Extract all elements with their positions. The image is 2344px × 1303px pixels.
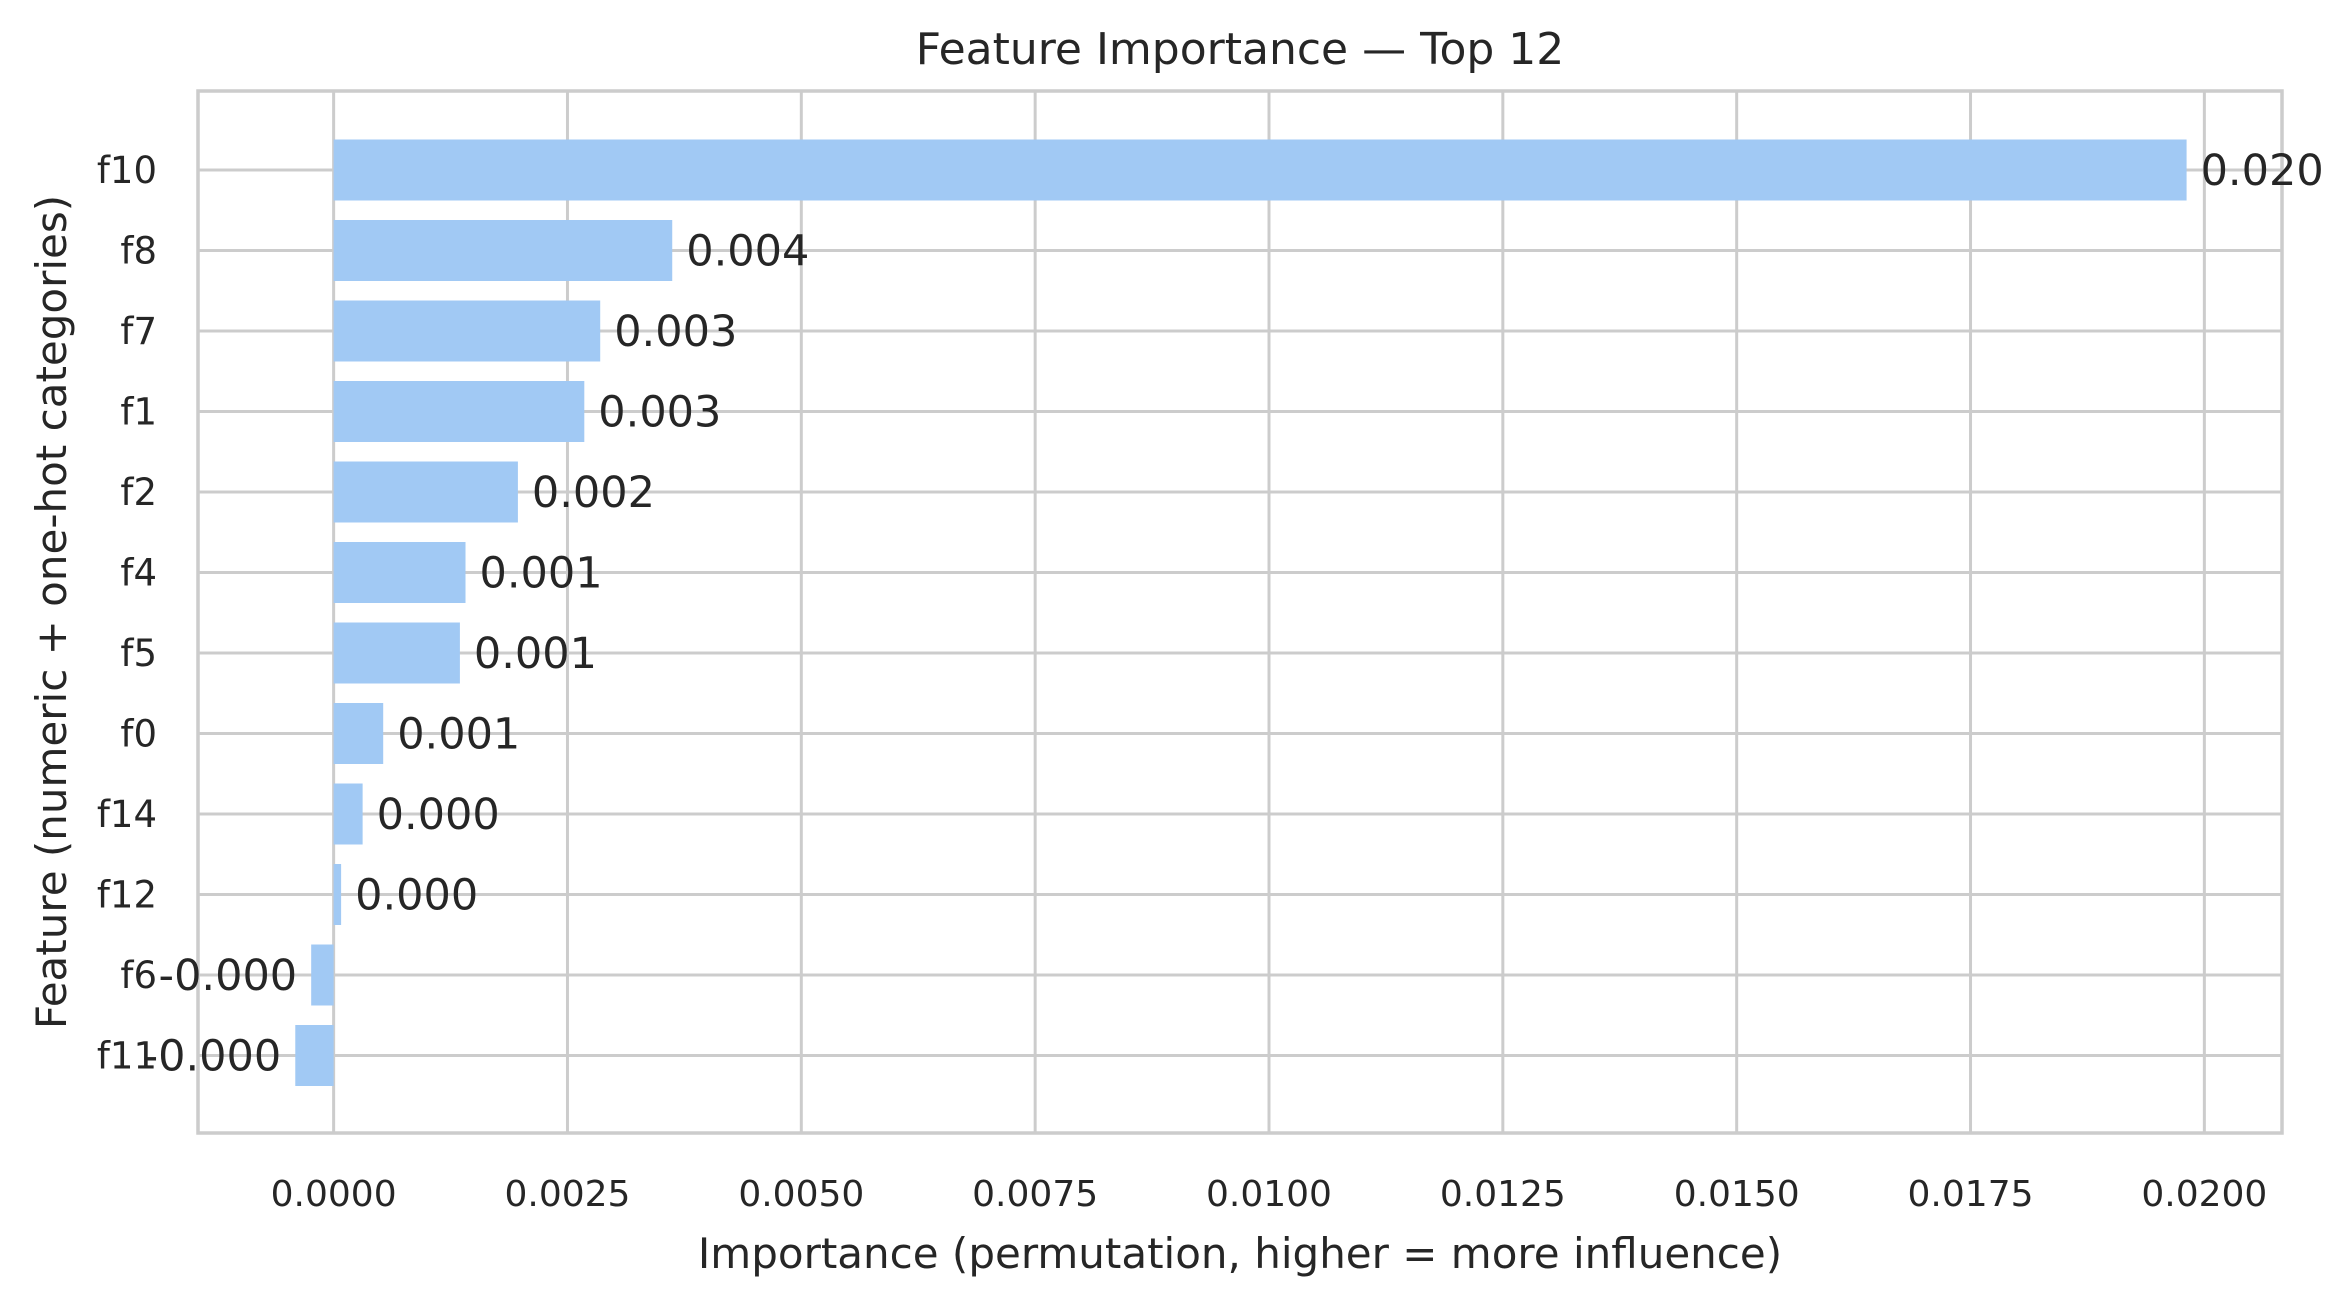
bar-f4 bbox=[333, 542, 466, 603]
category-label-f2: f2 bbox=[120, 471, 157, 514]
plot-frame bbox=[196, 89, 2284, 1135]
data-label-f14: 0.000 bbox=[377, 790, 500, 840]
data-label-f11: -0.000 bbox=[143, 1032, 282, 1082]
bar-f5 bbox=[333, 622, 460, 684]
x-axis-label: Importance (permutation, higher = more i… bbox=[698, 1229, 1782, 1278]
bar-f6 bbox=[311, 944, 334, 1006]
chart-title: Feature Importance — Top 12 bbox=[916, 24, 1565, 75]
bar-f10 bbox=[333, 139, 2187, 201]
x-tick-label: 0.0025 bbox=[504, 1174, 630, 1215]
bars bbox=[295, 139, 2187, 1086]
x-tick-label: 0.0125 bbox=[1440, 1174, 1566, 1215]
x-tick-label: 0.0075 bbox=[972, 1174, 1098, 1215]
category-label-f11: f11 bbox=[97, 1035, 157, 1078]
x-tick-label: 0.0175 bbox=[1908, 1174, 2034, 1215]
x-tick-label: 0.0200 bbox=[2141, 1174, 2267, 1215]
y-axis-label: Feature (numeric + one-hot categories) bbox=[27, 195, 76, 1029]
category-label-f6: f6 bbox=[120, 954, 157, 997]
category-label-f14: f14 bbox=[97, 793, 157, 836]
bar-f7 bbox=[333, 300, 601, 362]
x-tick-label: 0.0100 bbox=[1206, 1174, 1332, 1215]
data-labels: 0.020 0.004 0.003 0.003 0.002 0.001 0.001 0.001… bbox=[143, 146, 2324, 1082]
data-label-f2: 0.002 bbox=[532, 468, 655, 518]
category-label-f10: f10 bbox=[97, 149, 157, 192]
category-label-f8: f8 bbox=[120, 230, 157, 273]
category-label-f0: f0 bbox=[120, 713, 157, 756]
data-label-f6: -0.000 bbox=[159, 951, 298, 1001]
bar-f12 bbox=[333, 864, 342, 925]
category-label-f7: f7 bbox=[120, 310, 157, 353]
data-label-f7: 0.003 bbox=[614, 307, 737, 357]
data-label-f10: 0.020 bbox=[2201, 146, 2324, 196]
data-label-f8: 0.004 bbox=[686, 227, 809, 277]
category-label-f12: f12 bbox=[97, 874, 157, 917]
y-axis-ticks: f10 f8 f7 f1 f2 f4 f5 f0 f14 f12 f6 f11 bbox=[97, 149, 157, 1078]
bar-f14 bbox=[333, 783, 363, 845]
bar-f1 bbox=[333, 381, 585, 442]
bar-f2 bbox=[333, 461, 518, 523]
data-label-f5: 0.001 bbox=[474, 629, 597, 679]
x-tick-label: 0.0000 bbox=[271, 1174, 397, 1215]
x-tick-label: 0.0050 bbox=[738, 1174, 864, 1215]
data-label-f12: 0.000 bbox=[355, 871, 478, 921]
category-label-f1: f1 bbox=[120, 391, 157, 434]
category-label-f5: f5 bbox=[120, 632, 157, 675]
data-label-f1: 0.003 bbox=[598, 388, 721, 438]
bar-f8 bbox=[333, 220, 673, 281]
x-tick-label: 0.0150 bbox=[1674, 1174, 1800, 1215]
data-label-f4: 0.001 bbox=[480, 549, 603, 599]
bar-f11 bbox=[295, 1025, 334, 1086]
data-label-f0: 0.001 bbox=[397, 710, 520, 760]
x-axis-ticks: 0.0000 0.0025 0.0050 0.0075 0.0100 0.0125 0.01… bbox=[271, 1174, 2268, 1215]
bar-f0 bbox=[333, 703, 384, 764]
category-label-f4: f4 bbox=[120, 552, 157, 595]
